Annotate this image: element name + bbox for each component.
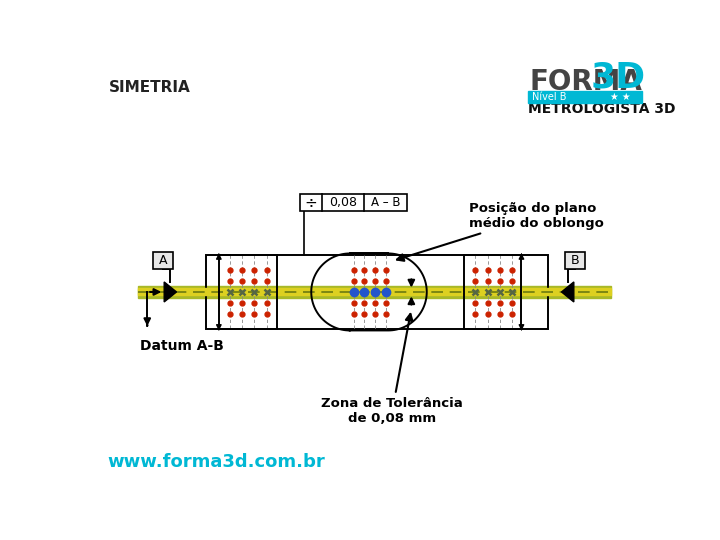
Text: SIMETRIA: SIMETRIA	[109, 80, 191, 96]
Text: 3D: 3D	[590, 61, 646, 95]
Text: www.forma3d.com.br: www.forma3d.com.br	[107, 453, 325, 471]
Bar	[153, 252, 174, 269]
Polygon shape	[562, 282, 574, 302]
Polygon shape	[164, 282, 176, 302]
Bar	[206, 255, 548, 329]
Text: ★ ★: ★ ★	[610, 92, 630, 102]
Bar	[219, 255, 276, 329]
Text: B: B	[570, 254, 579, 267]
Text: A: A	[159, 254, 168, 267]
Text: ÷: ÷	[305, 195, 318, 210]
Text: METROLOGISTA 3D: METROLOGISTA 3D	[528, 102, 675, 116]
Bar	[138, 286, 611, 298]
Text: Posição do plano
médio do oblongo: Posição do plano médio do oblongo	[397, 202, 604, 261]
Bar	[564, 252, 585, 269]
Bar	[528, 91, 642, 103]
Text: Datum A-B: Datum A-B	[140, 339, 223, 353]
Text: A – B: A – B	[371, 196, 400, 209]
Bar	[464, 255, 521, 329]
Text: Zona de Tolerância
de 0,08 mm: Zona de Tolerância de 0,08 mm	[321, 314, 463, 426]
Bar	[138, 288, 611, 295]
Text: Nível B: Nível B	[532, 92, 567, 102]
Bar	[300, 194, 407, 211]
Text: 0,08: 0,08	[329, 196, 357, 209]
Text: FORMA: FORMA	[529, 68, 642, 96]
